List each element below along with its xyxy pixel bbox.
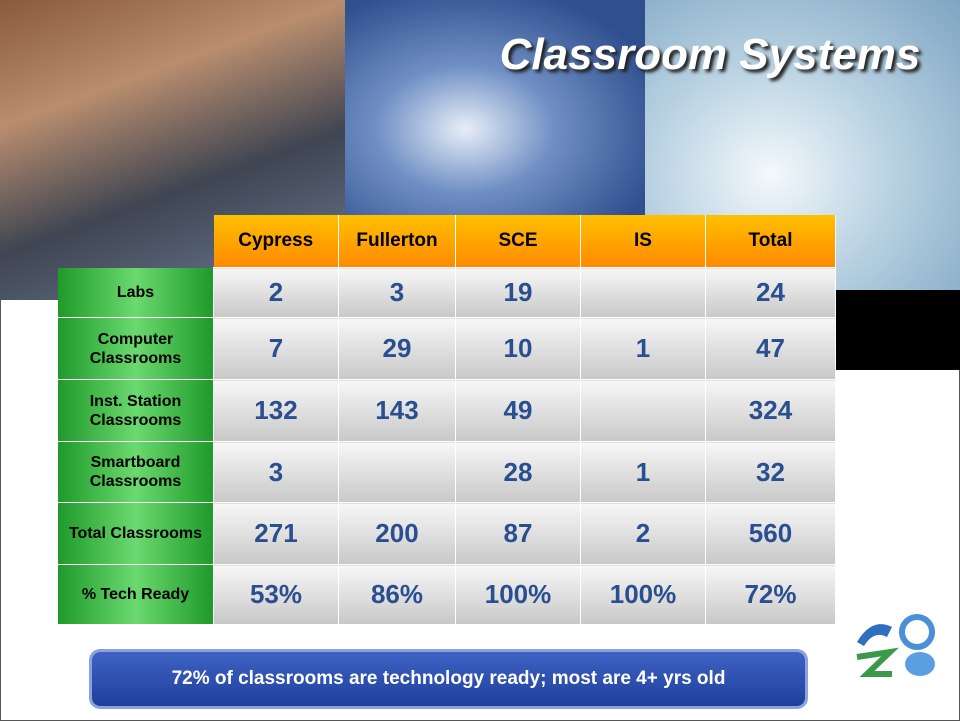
table-cell <box>580 267 706 318</box>
row-label: % Tech Ready <box>58 564 214 625</box>
footer-banner: 72% of classrooms are technology ready; … <box>92 652 805 706</box>
table-cell: 100% <box>580 564 706 625</box>
table-cell: 2 <box>580 502 706 565</box>
column-header: Total <box>705 215 836 268</box>
column-header: Fullerton <box>338 215 456 268</box>
table-cell: 47 <box>705 317 836 380</box>
logo <box>856 614 935 677</box>
table-row: Computer Classrooms 7 29 10 1 47 <box>58 317 836 380</box>
table-cell: 100% <box>455 564 581 625</box>
table-cell: 49 <box>455 379 581 442</box>
row-label: Total Classrooms <box>58 502 214 565</box>
table-row: Inst. Station Classrooms 132 143 49 324 <box>58 379 836 442</box>
table-cell: 86% <box>338 564 456 625</box>
table-cell <box>580 379 706 442</box>
table-row: Labs 2 3 19 24 <box>58 267 836 318</box>
table-cell: 200 <box>338 502 456 565</box>
table-cell: 324 <box>705 379 836 442</box>
logo-shape <box>857 624 892 646</box>
table-cell: 132 <box>213 379 339 442</box>
logo-shape <box>899 614 935 650</box>
black-block <box>835 290 960 370</box>
classroom-table: Cypress Fullerton SCE IS Total Labs 2 3 19 24 Com… <box>58 215 836 625</box>
table-cell: 32 <box>705 441 836 503</box>
table-cell: 3 <box>213 441 339 503</box>
table-cell: 143 <box>338 379 456 442</box>
table-row: % Tech Ready 53% 86% 100% 100% 72% <box>58 564 836 625</box>
row-label: Computer Classrooms <box>58 317 214 380</box>
table-cell: 87 <box>455 502 581 565</box>
logo-shape <box>905 652 935 676</box>
table-cell: 2 <box>213 267 339 318</box>
logo-shape <box>856 647 899 677</box>
table-cell: 3 <box>338 267 456 318</box>
table-cell: 53% <box>213 564 339 625</box>
table-row: Total Classrooms 271 200 87 2 560 <box>58 502 836 565</box>
row-label: Inst. Station Classrooms <box>58 379 214 442</box>
row-label: Labs <box>58 267 214 318</box>
column-header: Cypress <box>213 215 339 268</box>
table-cell: 10 <box>455 317 581 380</box>
slide-title: Classroom Systems <box>499 30 921 79</box>
table-row: Smartboard Classrooms 3 28 1 32 <box>58 441 836 503</box>
table-cell: 7 <box>213 317 339 380</box>
column-header: IS <box>580 215 706 268</box>
table-cell: 1 <box>580 441 706 503</box>
table-cell <box>338 441 456 503</box>
table-cell: 560 <box>705 502 836 565</box>
table-cell: 28 <box>455 441 581 503</box>
table-cell: 24 <box>705 267 836 318</box>
table-cell: 1 <box>580 317 706 380</box>
laptop-photo <box>345 0 645 215</box>
corner <box>58 215 214 268</box>
column-header: SCE <box>455 215 581 268</box>
table-body: Labs 2 3 19 24 Computer Classrooms 7 29 10 1 47 Ins… <box>58 267 836 625</box>
table-cell: 271 <box>213 502 339 565</box>
table-cell: 72% <box>705 564 836 625</box>
table-cell: 19 <box>455 267 581 318</box>
header-row: Cypress Fullerton SCE IS Total <box>58 215 836 268</box>
table-cell: 29 <box>338 317 456 380</box>
row-label: Smartboard Classrooms <box>58 441 214 503</box>
